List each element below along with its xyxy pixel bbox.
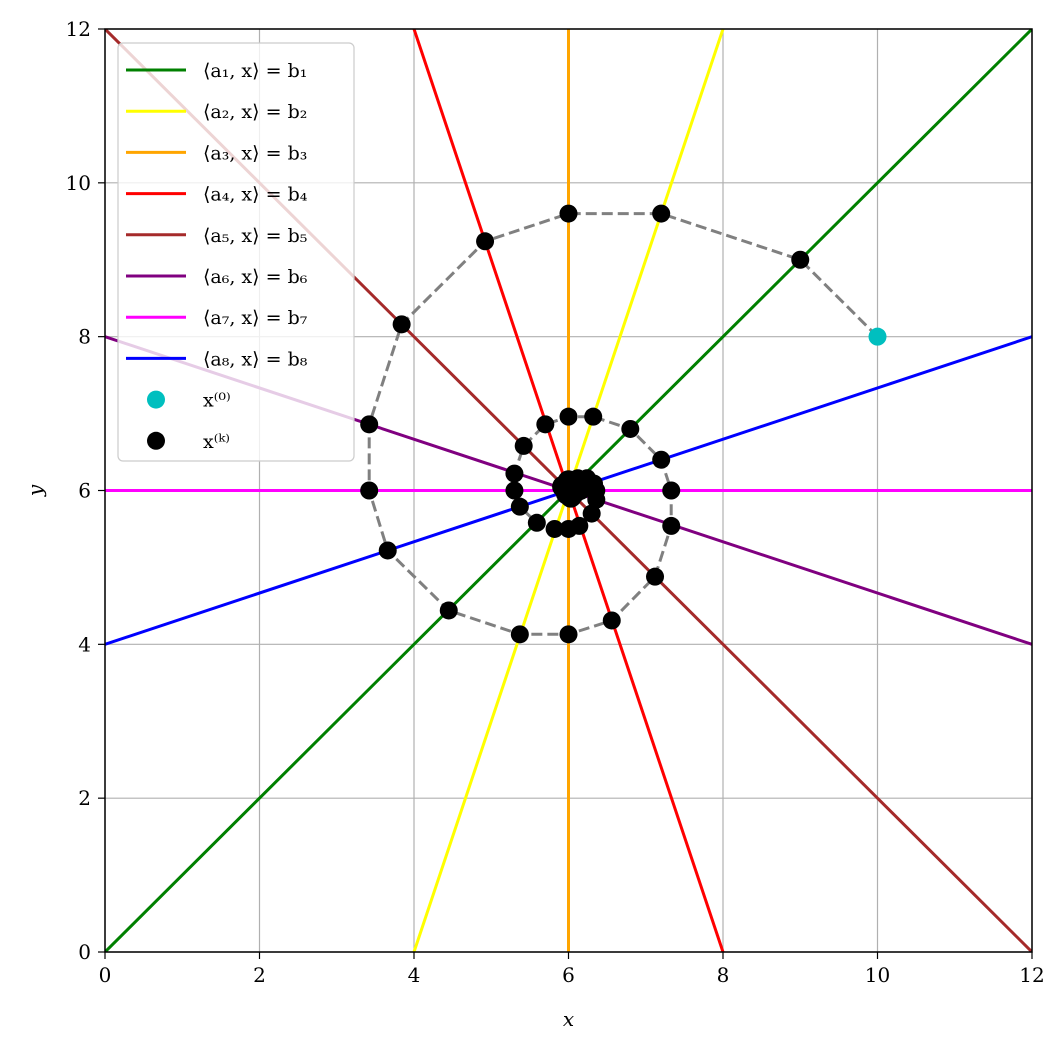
legend-entry-label: ⟨a₆, x⟩ = b₆ [203,266,308,288]
y-tick-label: 4 [78,632,91,656]
x-tick-label: 8 [717,963,730,987]
legend-entry-label: ⟨a₇, x⟩ = b₇ [203,307,308,329]
iterate-point [652,204,671,223]
iterate-point [510,625,529,644]
iterate-point [360,415,379,434]
iterate-point [439,601,458,620]
iterate-point [360,481,379,500]
legend-swatch-marker [147,390,165,409]
iterate-points [360,204,887,644]
iterate-point [662,481,681,500]
iterate-point [545,519,564,538]
iterate-point [476,232,495,251]
iterate-point [662,516,681,535]
y-axis-label: y [23,484,47,497]
y-tick-label: 12 [66,17,91,41]
iterate-point [510,497,529,516]
legend-entry-label: ⟨a₄, x⟩ = b₄ [203,184,308,206]
iterate-point [602,611,621,630]
iterate-point [621,419,640,438]
iterate-point [570,516,589,535]
initial-point [868,327,887,346]
iterate-point [527,513,546,532]
iterate-point [559,204,578,223]
y-tick-label: 8 [78,325,91,349]
y-tick-label: 0 [78,940,91,964]
x-tick-label: 6 [562,963,575,987]
x-tick-label: 0 [99,963,112,987]
iterate-point [392,315,411,334]
legend-entry-label: ⟨a₂, x⟩ = b₂ [203,101,307,123]
iterate-point [505,464,524,483]
legend-entry-label: x⁽ᵏ⁾ [203,431,230,453]
iterate-point [582,504,601,523]
x-tick-label: 10 [865,963,890,987]
iterate-point [378,541,397,560]
legend-entry-label: ⟨a₈, x⟩ = b₈ [203,348,308,370]
iterate-point [791,250,810,269]
iterate-point [505,481,524,500]
iterate-point [652,450,671,469]
legend-entry-label: x⁽⁰⁾ [203,390,231,412]
iterate-point [514,436,533,455]
legend-entry-label: ⟨a₁, x⟩ = b₁ [203,60,307,82]
x-tick-label: 4 [408,963,421,987]
iterate-point [536,415,555,434]
iterate-point [559,407,578,426]
iterate-point [646,567,665,586]
iterate-point [559,625,578,644]
x-tick-label: 2 [253,963,266,987]
iterate-point [584,407,603,426]
legend-entry-label: ⟨a₃, x⟩ = b₃ [203,142,307,164]
legend-box [117,42,355,462]
y-tick-label: 10 [66,171,91,195]
legend-swatch-marker [147,431,165,450]
y-tick-label: 6 [78,479,91,503]
legend-entry-label: ⟨a₅, x⟩ = b₅ [203,225,307,247]
legend: ⟨a₁, x⟩ = b₁ ⟨a₂, x⟩ = b₂ ⟨a₃, x⟩ = b₃ ⟨a₄,… [117,42,355,462]
x-tick-label: 12 [1019,963,1044,987]
x-axis-label: x [563,1007,574,1031]
ticks: 0 2 4 6 8 10 12 0 2 4 6 8 10 12 [66,17,1045,987]
y-tick-label: 2 [78,786,91,810]
iterate-point-cluster [559,485,582,508]
